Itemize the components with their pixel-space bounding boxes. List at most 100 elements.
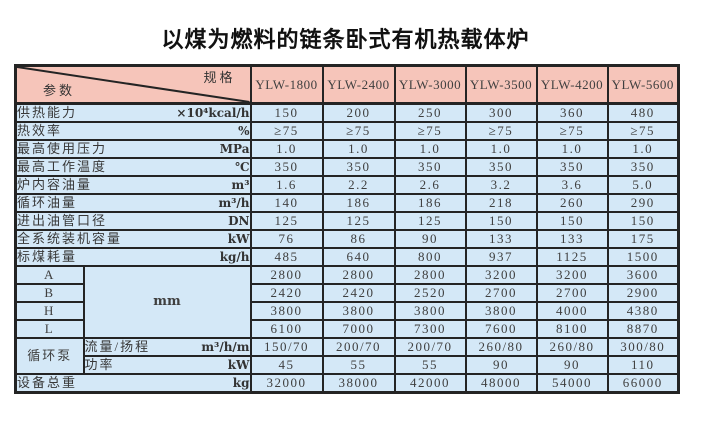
value-cell: 150 [249, 102, 324, 123]
value-cell: 1500 [606, 247, 680, 267]
value-cell: ≥75 [393, 121, 467, 141]
value-cell: 90 [535, 355, 609, 375]
value-cell: 937 [464, 247, 538, 267]
param-cell: 最高工作温度 ℃ [14, 157, 252, 177]
row-label: 炉内容油量 [17, 177, 93, 192]
value-cell: 1.0 [249, 139, 324, 159]
row-unit: MPa [219, 142, 250, 156]
row-label: 最高工作温度 [17, 159, 108, 174]
model-header: YLW-1800 [249, 64, 324, 105]
param-cell: 最高使用压力 MPa [14, 139, 252, 159]
value-cell: 7000 [321, 319, 396, 339]
value-cell: 3.6 [535, 175, 609, 195]
value-cell: 54000 [535, 373, 609, 394]
row-unit: DN [228, 214, 250, 228]
value-cell: 2800 [249, 265, 324, 285]
value-cell: 150/70 [249, 337, 324, 357]
value-cell: 186 [393, 193, 467, 213]
value-cell: 8100 [535, 319, 609, 339]
row-unit: kW [227, 358, 250, 372]
value-cell: 125 [321, 211, 396, 231]
value-cell: 186 [321, 193, 396, 213]
value-cell: 350 [464, 157, 538, 177]
table-row-circulating-oil: 循环油量 m³/h 140 186 186 218 260 290 [14, 193, 680, 213]
table-row-coal-consumption: 标煤耗量 kg/h 485 640 800 937 1125 1500 [14, 247, 680, 267]
table-row-heating-capacity: 供热能力 ×10⁴kcal/h 150 200 250 300 360 480 [14, 102, 680, 123]
dim-label: A [14, 265, 85, 285]
value-cell: 2420 [249, 283, 324, 303]
model-header: YLW-3000 [393, 64, 467, 105]
row-label: 最高使用压力 [17, 141, 108, 156]
value-cell: 1.0 [393, 139, 467, 159]
value-cell: 350 [321, 157, 396, 177]
value-cell: 133 [535, 229, 609, 249]
value-cell: ≥75 [464, 121, 538, 141]
row-label: 供热能力 [17, 105, 78, 120]
value-cell: 175 [606, 229, 680, 249]
table-row-oil-volume: 炉内容油量 m³ 1.6 2.2 2.6 3.2 3.6 5.0 [14, 175, 680, 195]
row-unit: ℃ [235, 160, 250, 174]
value-cell: 2700 [464, 283, 538, 303]
table-row-total-weight: 设备总重 kg 32000 38000 42000 48000 54000 66… [14, 373, 680, 394]
value-cell: 140 [249, 193, 324, 213]
value-cell: 1.0 [321, 139, 396, 159]
value-cell: 800 [393, 247, 467, 267]
corner-cell: 规格 参数 [14, 64, 252, 105]
param-cell: 热效率 % [14, 121, 252, 141]
value-cell: 2800 [321, 265, 396, 285]
table-row-pump-flow: 循环泵 流量/扬程 m³/h/m 150/70 200/70 200/70 26… [14, 337, 680, 375]
param-cell: 供热能力 ×10⁴kcal/h [14, 102, 252, 123]
value-cell: 5.0 [606, 175, 680, 195]
row-label: 循环油量 [17, 195, 78, 210]
header-row: 规格 参数 YLW-1800 YLW-2400 YLW-3000 YLW-350… [14, 64, 680, 105]
value-cell: 480 [606, 102, 680, 123]
value-cell: 2900 [606, 283, 680, 303]
value-cell: 300/80 [606, 337, 680, 357]
row-label: 设备总重 [17, 375, 78, 390]
dim-label: B [14, 283, 85, 303]
value-cell: 200/70 [393, 337, 467, 357]
value-cell: 1125 [535, 247, 609, 267]
value-cell: 200/70 [321, 337, 396, 357]
table-row-pipe-diameter: 进出油管口径 DN 125 125 125 150 150 150 [14, 211, 680, 231]
value-cell: 7300 [393, 319, 467, 339]
value-cell: 3800 [393, 301, 467, 321]
value-cell: 76 [249, 229, 324, 249]
table-row-dim-B: B 2420 2420 2520 2700 2700 2900 [14, 283, 680, 303]
param-cell: 全系统装机容量 kW [14, 229, 252, 249]
value-cell: 6100 [249, 319, 324, 339]
value-cell: 42000 [393, 373, 467, 394]
value-cell: 360 [535, 102, 609, 123]
row-label: 功率 [84, 357, 115, 372]
value-cell: 290 [606, 193, 680, 213]
value-cell: 1.0 [606, 139, 680, 159]
page-title: 以煤为燃料的链条卧式有机热载体炉 [161, 27, 530, 52]
value-cell: 3800 [321, 301, 396, 321]
param-cell: 炉内容油量 m³ [14, 175, 252, 195]
row-unit: kg/h [219, 250, 250, 264]
row-label: 热效率 [17, 123, 63, 138]
value-cell: ≥75 [535, 121, 609, 141]
row-unit: % [238, 124, 250, 138]
value-cell: 2800 [393, 265, 467, 285]
value-cell: 3.2 [464, 175, 538, 195]
value-cell: 200 [321, 102, 396, 123]
value-cell: ≥75 [249, 121, 324, 141]
row-unit: m³/h [218, 196, 250, 210]
value-cell: 38000 [321, 373, 396, 394]
value-cell: 45 [249, 355, 324, 375]
value-cell: 300 [464, 102, 538, 123]
value-cell: 90 [393, 229, 467, 249]
model-header: YLW-2400 [321, 64, 396, 105]
dim-label: H [14, 301, 85, 321]
row-label: 流量/扬程 [84, 339, 151, 354]
row-label: 全系统装机容量 [17, 231, 123, 246]
model-header: YLW-5600 [606, 64, 680, 105]
value-cell: 2520 [393, 283, 467, 303]
value-cell: 150 [464, 211, 538, 231]
table-row-max-pressure: 最高使用压力 MPa 1.0 1.0 1.0 1.0 1.0 1.0 [14, 139, 680, 159]
row-unit: ×10⁴kcal/h [176, 106, 250, 120]
param-cell: 设备总重 kg [14, 373, 252, 394]
dim-label: L [14, 319, 85, 339]
